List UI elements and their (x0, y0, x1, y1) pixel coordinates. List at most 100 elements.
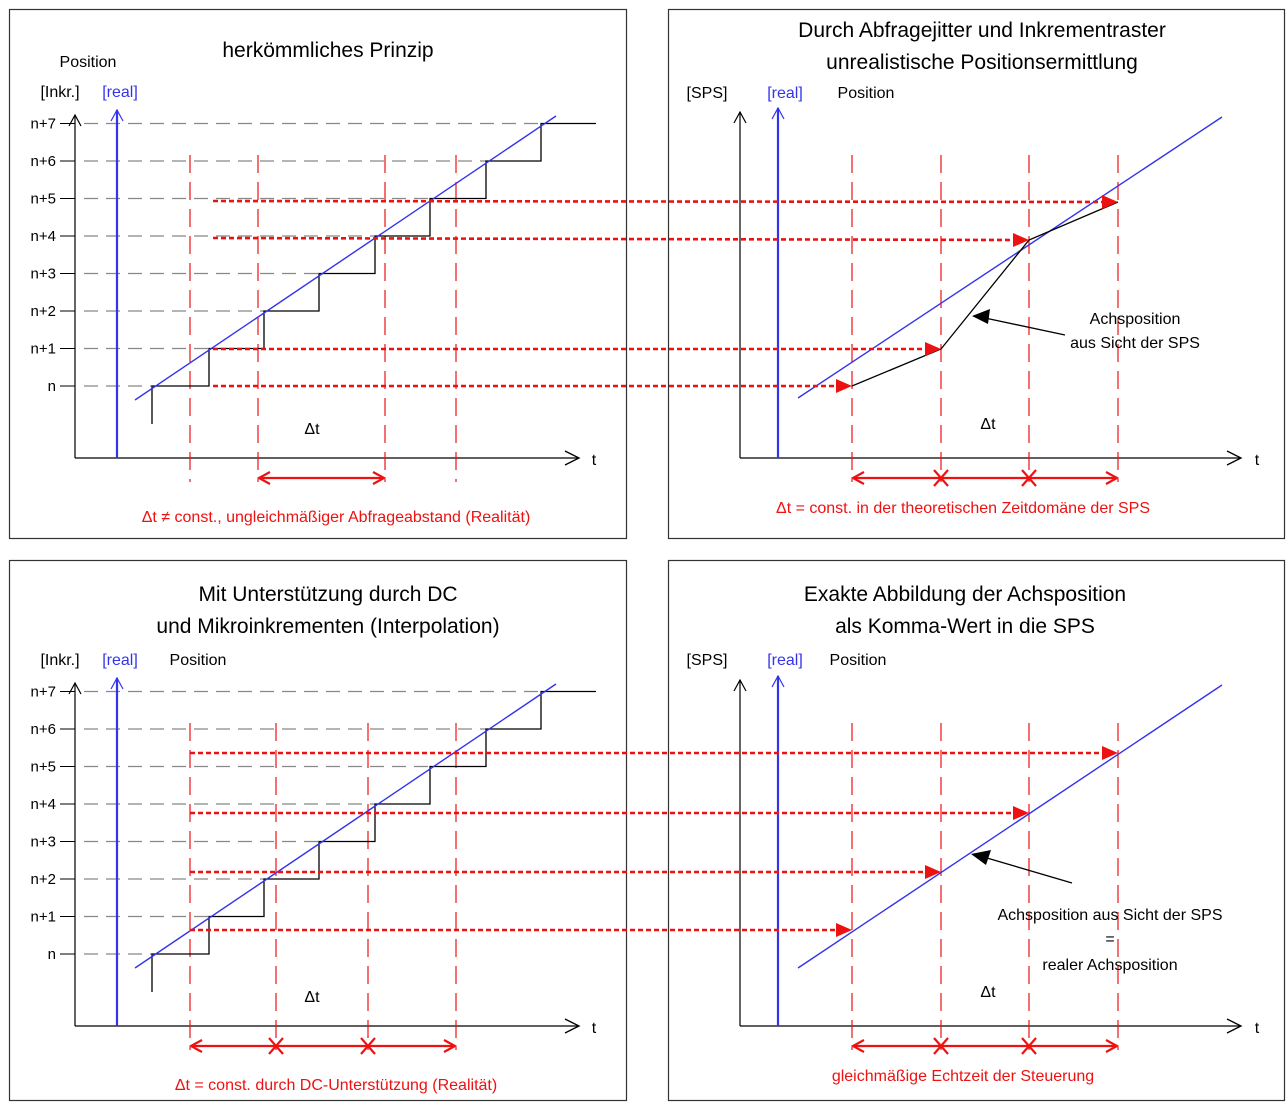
top_right-annotation-line-1: Achsposition (1090, 311, 1181, 328)
bottom_left-title-line-2: und Mikroinkrementen (Interpolation) (156, 615, 499, 638)
top_left-x-axis-arrow (564, 450, 581, 466)
top_right-delta-span-left-head (850, 471, 865, 485)
bottom_left-x-axis-label: t (592, 1020, 597, 1037)
bottom_right-title-line-2: als Komma-Wert in die SPS (835, 615, 1095, 638)
top_transfer-arrowhead-1 (925, 342, 941, 356)
top_left-tick-label-5: n+5 (31, 191, 56, 208)
bottom_left-tick-label-2: n+2 (31, 871, 56, 888)
top_left-tick-label-0: n (48, 378, 56, 395)
top_right-title-line-1: Durch Abfragejitter und Inkrementraster (798, 19, 1166, 42)
top_transfer-arrowhead-0 (836, 379, 852, 393)
bottom_right-x-axis-arrow (1226, 1018, 1243, 1034)
bottom_right-annotation-line-1: Achsposition aus Sicht der SPS (997, 907, 1222, 924)
bottom_left-tick-label-0: n (48, 946, 56, 963)
top_left-y-label-real: [real] (102, 84, 138, 101)
bottom_left-delta-span-left-head (188, 1039, 203, 1053)
top_right-delta-span-x-0b (933, 469, 949, 487)
bottom_right-title-line-1: Exakte Abbildung der Achsposition (804, 583, 1126, 606)
top_right-y-label-sps: [SPS] (687, 85, 728, 102)
top_left-tick-label-7: n+7 (31, 116, 56, 133)
top_transfer-arrow-2 (212, 236, 1016, 242)
top_left-y-axis-arrow (68, 113, 82, 127)
top_left-tick-label-1: n+1 (31, 341, 56, 358)
bottom_transfer-arrowhead-1 (925, 865, 941, 879)
top_right-annotation-pointer (984, 317, 1066, 336)
top_right-annotation-pointer-head (972, 309, 990, 324)
top_left-y-label-position: Position (60, 54, 117, 71)
bottom_right-annotation-pointer-head (971, 850, 991, 865)
bottom_right-y-label-real: [real] (767, 652, 803, 669)
top_left-delta-span-right-head (372, 471, 387, 485)
top_left-real-axis-arrow (110, 108, 124, 122)
top_right-y-label-real: [real] (767, 85, 803, 102)
panel-frame-bottom-right (667, 559, 1286, 1102)
top_left-delta-label: Δt (304, 421, 320, 438)
bottom_left-tick-label-6: n+6 (31, 721, 56, 738)
top_left-y-label-incr: [Inkr.] (40, 84, 79, 101)
top_transfer-arrowhead-2 (1013, 233, 1029, 247)
panel-frame-top-left (8, 8, 628, 540)
top_left-x-axis-label: t (592, 452, 597, 469)
bottom_right-caption: gleichmäßige Echtzeit der Steuerung (832, 1068, 1094, 1085)
panel-frame-top-right (667, 8, 1286, 540)
bottom_right-y-axis-arrow (733, 678, 747, 692)
bottom_left-tick-label-5: n+5 (31, 759, 56, 776)
bottom_left-tick-label-7: n+7 (31, 684, 56, 701)
top_transfer-arrow-3 (212, 199, 1105, 204)
bottom_transfer-arrowhead-2 (1013, 806, 1029, 820)
bottom_left-delta-span-x-0b (268, 1037, 284, 1055)
top_right-x-axis-label: t (1255, 452, 1260, 469)
top_left-tick-label-3: n+3 (31, 266, 56, 283)
top_right-y-label-position: Position (838, 85, 895, 102)
bottom_left-y-axis-arrow (68, 681, 82, 695)
top_right-real-axis-arrow (771, 106, 785, 120)
bottom_right-real-axis-arrow (771, 674, 785, 688)
top_left-real-position-line (134, 115, 557, 401)
bottom_right-delta-span-x-1b (1021, 1037, 1037, 1055)
top_left-tick-label-6: n+6 (31, 153, 56, 170)
top_right-delta-label: Δt (980, 416, 996, 433)
top_right-sps-position-line (851, 201, 1119, 387)
bottom_right-delta-span-x-0b (933, 1037, 949, 1055)
top_left-delta-span-left-head (256, 471, 271, 485)
bottom_transfer-arrowhead-3 (1102, 746, 1118, 760)
bottom_left-caption: Δt = const. durch DC-Unterstützung (Real… (175, 1077, 497, 1094)
top_left-tick-label-4: n+4 (31, 228, 56, 245)
bottom_right-annotation-line-3: realer Achsposition (1042, 957, 1177, 974)
bottom_left-tick-label-1: n+1 (31, 909, 56, 926)
top_left-tick-label-2: n+2 (31, 303, 56, 320)
top_right-x-axis-arrow (1226, 450, 1243, 466)
bottom_right-delta-span-left-head (850, 1039, 865, 1053)
bottom_right-annotation-line-2: = (1105, 931, 1114, 948)
bottom_left-real-position-line (134, 683, 557, 969)
bottom_left-delta-label: Δt (304, 989, 320, 1006)
bottom_left-x-axis-arrow (564, 1018, 581, 1034)
top_left-title: herkömmliches Prinzip (222, 39, 433, 62)
bottom_left-delta-span-x-1b (360, 1037, 376, 1055)
top_right-caption: Δt = const. in der theoretischen Zeitdom… (776, 500, 1150, 517)
bottom_left-y-label-position: Position (170, 652, 227, 669)
top_left-caption: Δt ≠ const., ungleichmäßiger Abfrageabst… (142, 509, 531, 526)
top_right-title-line-2: unrealistische Positionsermittlung (826, 51, 1138, 74)
bottom_left-y-label-incr: [Inkr.] (40, 652, 79, 669)
bottom_left-tick-label-3: n+3 (31, 834, 56, 851)
top_transfer-arrowhead-3 (1102, 195, 1118, 209)
bottom_transfer-arrowhead-0 (836, 923, 852, 937)
bottom_left-real-axis-arrow (110, 676, 124, 690)
bottom_left-tick-label-4: n+4 (31, 796, 56, 813)
bottom_right-delta-span-right-head (1105, 1039, 1120, 1053)
bottom_right-real-position-line (797, 684, 1223, 969)
bottom_right-delta-label: Δt (980, 984, 996, 1001)
bottom_right-y-label-sps: [SPS] (687, 652, 728, 669)
bottom_right-x-axis-label: t (1255, 1020, 1260, 1037)
bottom_left-title-line-1: Mit Unterstützung durch DC (198, 583, 457, 606)
top_right-delta-span-x-1b (1021, 469, 1037, 487)
panel-frame-bottom-left (8, 559, 628, 1102)
top_right-annotation-line-2: aus Sicht der SPS (1070, 335, 1200, 352)
bottom_left-delta-span-right-head (443, 1039, 458, 1053)
top_right-y-axis-arrow (733, 110, 747, 124)
bottom_right-annotation-pointer (986, 857, 1073, 884)
top_left-staircase (151, 122, 596, 424)
